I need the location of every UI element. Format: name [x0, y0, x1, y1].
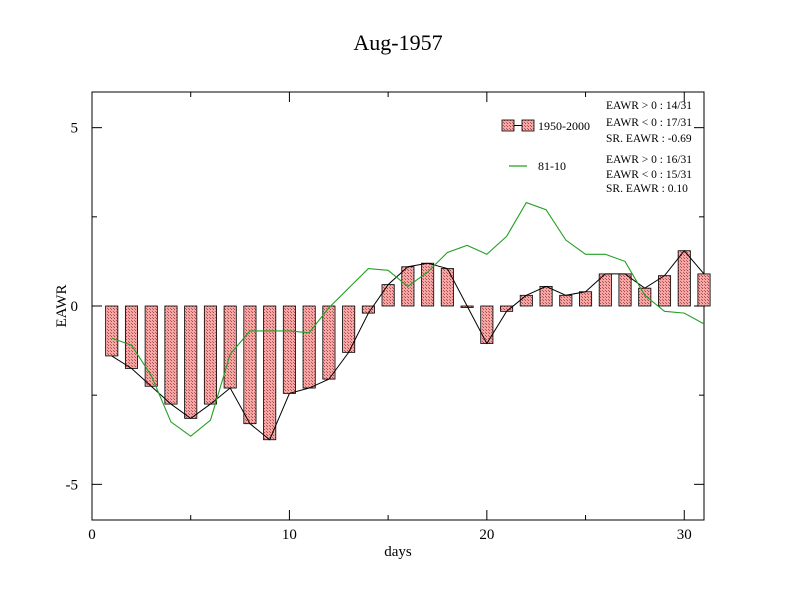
bar	[519, 294, 533, 307]
bar	[638, 287, 652, 307]
bar	[500, 305, 514, 312]
stat-positive-81-10: EAWR > 0 : 16/31	[606, 154, 692, 166]
lines-layer	[111, 201, 705, 441]
bar	[302, 305, 316, 389]
bar	[618, 273, 632, 307]
stat-positive-1950-2000: EAWR > 0 : 14/31	[606, 100, 692, 112]
legend: 1950-2000 81-10	[501, 119, 590, 173]
bar	[322, 305, 336, 380]
legend-bar-swatch-left	[501, 119, 515, 132]
series-line-81-10	[111, 201, 705, 437]
legend-label-1950-2000: 1950-2000	[538, 119, 590, 133]
bar	[559, 294, 573, 307]
y-tick-label: 5	[71, 121, 79, 137]
bar	[164, 305, 178, 405]
y-tick-label: -5	[66, 477, 79, 493]
bar	[697, 273, 711, 307]
y-tick-label: 0	[71, 299, 79, 315]
legend-label-81-10: 81-10	[538, 159, 566, 173]
bar	[263, 305, 277, 441]
bar	[480, 305, 494, 344]
bar	[381, 284, 395, 307]
bar	[342, 305, 356, 353]
stat-sr-1950-2000: SR. EAWR : -0.69	[606, 133, 692, 145]
axis-ticks: 0 10 20 30 5 0 -5	[66, 92, 704, 543]
bar	[677, 250, 691, 307]
chart-title: Aug-1957	[353, 30, 442, 55]
stat-sr-81-10: SR. EAWR : 0.10	[606, 183, 688, 195]
bar	[223, 305, 237, 389]
bar	[421, 262, 435, 307]
series-line-1950-2000	[111, 249, 705, 441]
x-tick-label: 0	[88, 527, 96, 543]
x-tick-label: 10	[282, 527, 297, 543]
bar	[657, 275, 672, 307]
bars-1950-2000	[105, 250, 711, 441]
bar	[440, 268, 454, 307]
bar	[282, 305, 296, 394]
legend-bar-swatch-right	[521, 119, 535, 132]
bar	[243, 305, 257, 425]
stats-block: EAWR > 0 : 14/31 EAWR < 0 : 17/31 SR. EA…	[606, 100, 692, 195]
y-axis-label: EAWR	[54, 285, 70, 328]
bar	[184, 305, 198, 419]
stat-negative-81-10: EAWR < 0 : 15/31	[606, 169, 692, 181]
bar	[579, 291, 593, 307]
stat-negative-1950-2000: EAWR < 0 : 17/31	[606, 117, 692, 129]
bar	[124, 305, 139, 369]
bar	[598, 273, 612, 307]
bar	[144, 305, 158, 387]
x-tick-label: 30	[677, 527, 692, 543]
x-axis-label: days	[384, 544, 412, 560]
x-tick-label: 20	[479, 527, 494, 543]
bar	[203, 305, 217, 405]
bar	[539, 285, 553, 307]
bar	[105, 305, 119, 357]
